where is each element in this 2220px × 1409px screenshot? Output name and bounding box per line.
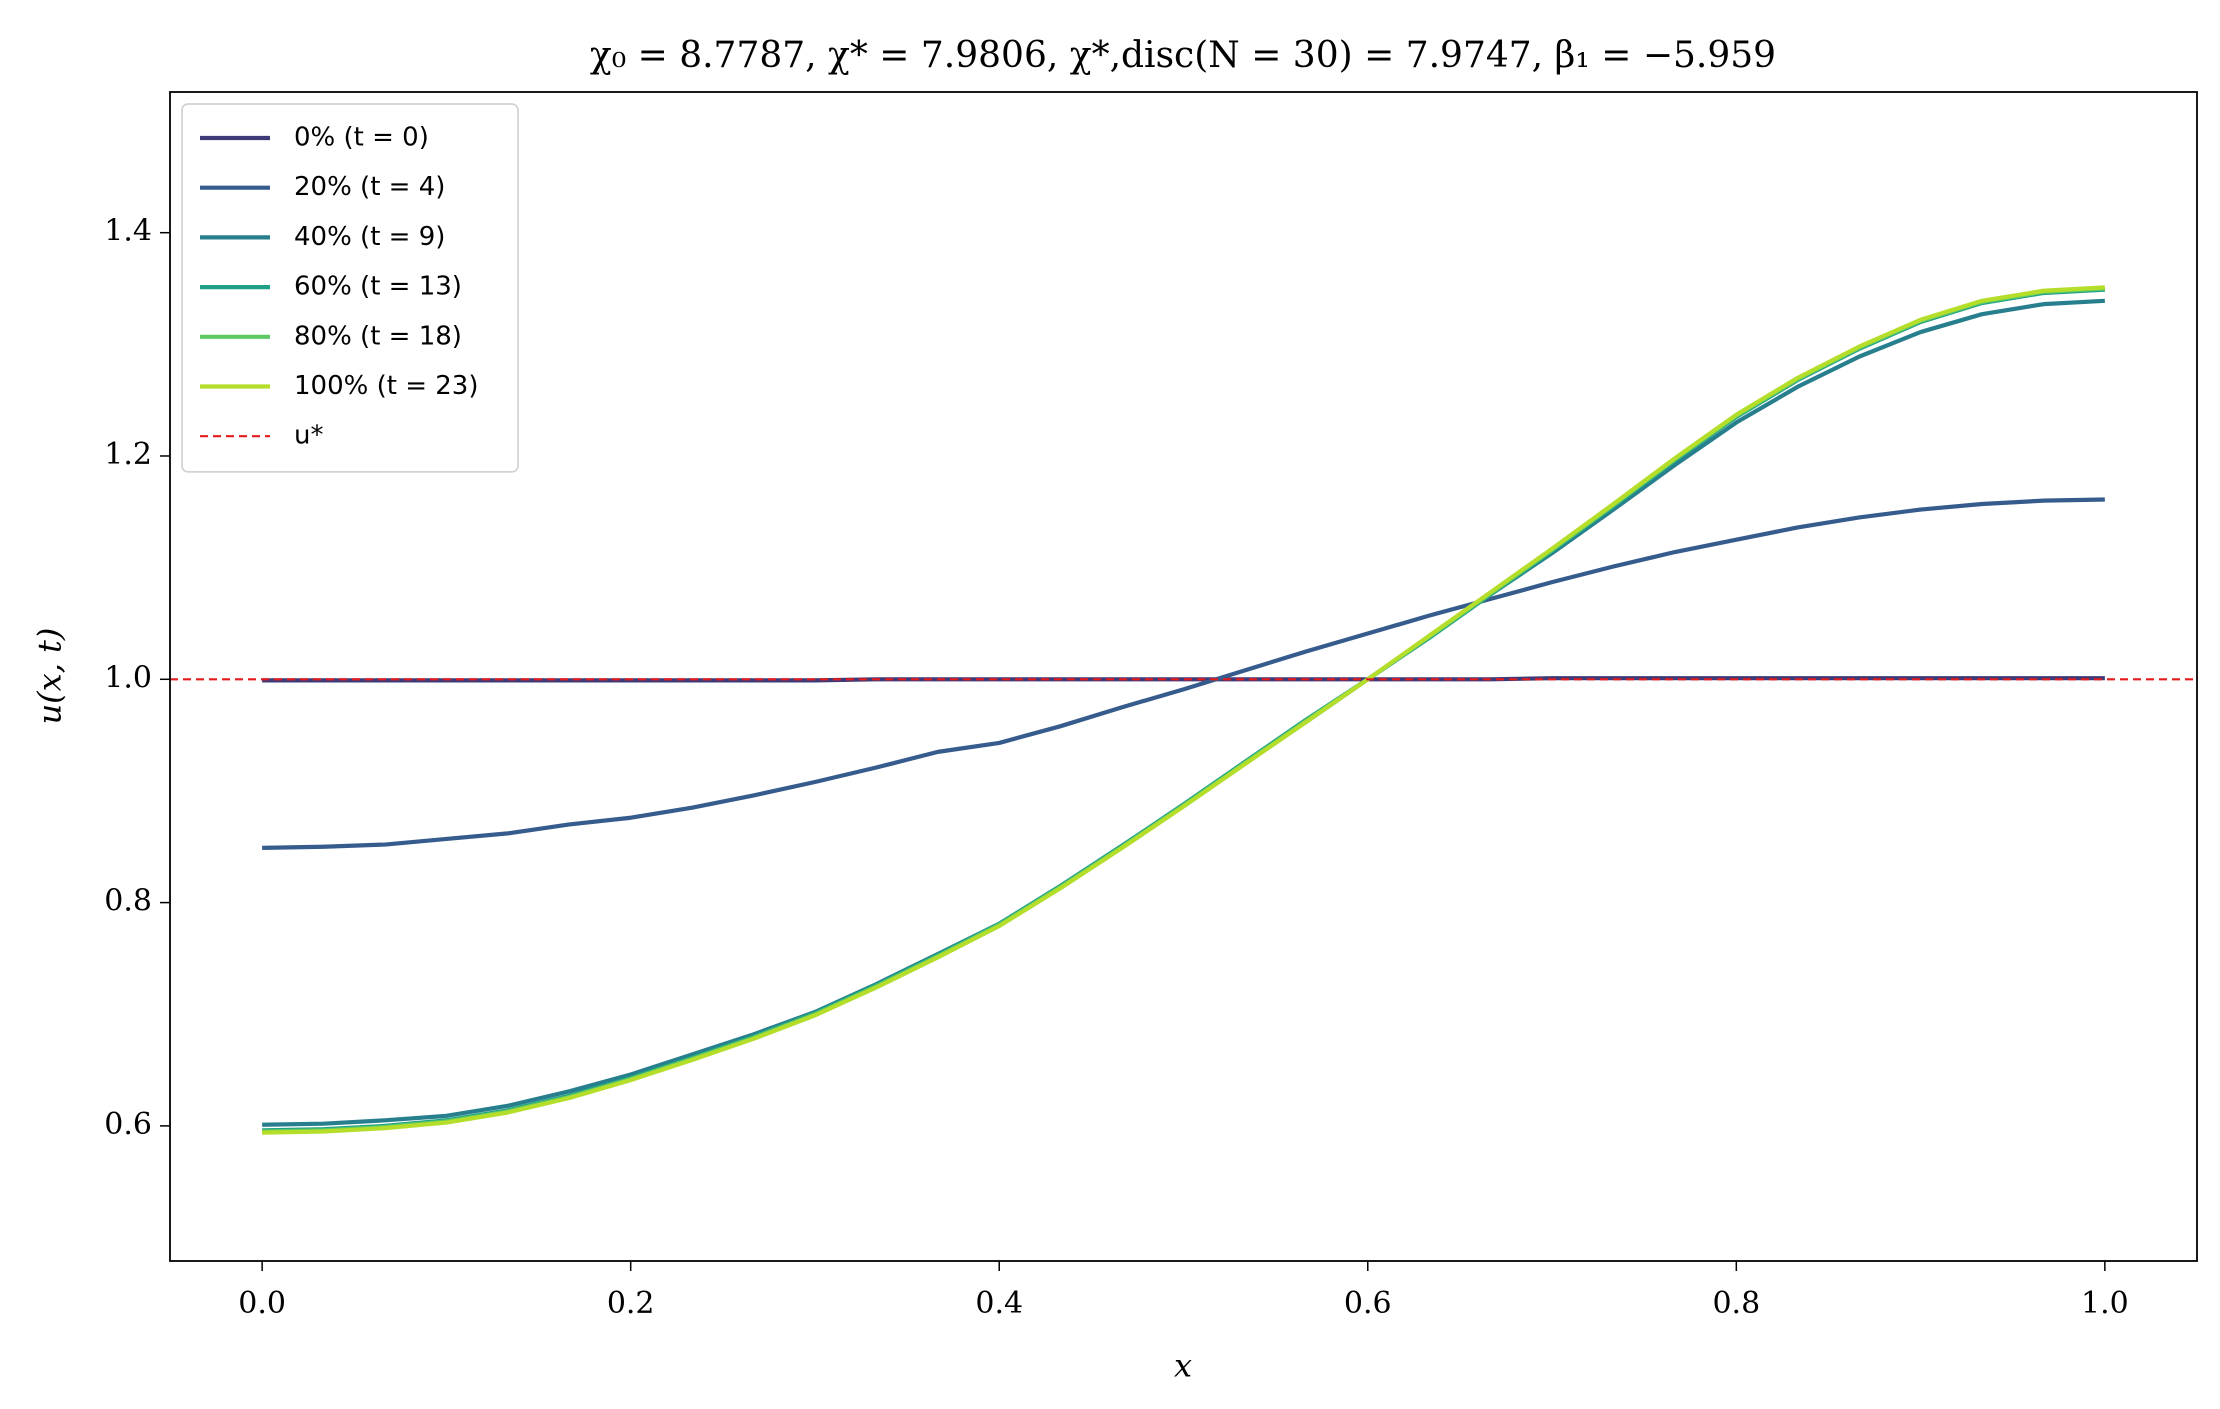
legend-box <box>181 103 519 473</box>
series-line <box>262 497 2105 850</box>
x-axis-label: x <box>1174 1347 1192 1385</box>
legend-label: u* <box>294 421 323 451</box>
x-tick-label: 0.0 <box>238 1286 286 1321</box>
legend-label: 100% (t = 23) <box>294 371 478 401</box>
y-tick-label: 1.2 <box>104 437 152 472</box>
chart-title: χ₀ = 8.7787, χ* = 7.9806, χ*,disc(N = 30… <box>590 35 1776 76</box>
x-tick-label: 0.2 <box>607 1286 655 1321</box>
y-tick-label: 1.0 <box>104 660 152 695</box>
legend-label: 60% (t = 13) <box>294 272 462 302</box>
series-line <box>262 285 2105 1135</box>
legend-label: 0% (t = 0) <box>294 123 429 153</box>
legend-label: 20% (t = 4) <box>294 172 445 202</box>
plot-area <box>170 285 2197 1135</box>
axes-frame <box>169 91 2198 1262</box>
x-tick-label: 0.4 <box>975 1286 1023 1321</box>
legend-label: 80% (t = 18) <box>294 321 462 351</box>
y-tick-label: 1.4 <box>104 214 152 249</box>
x-tick-label: 1.0 <box>2081 1286 2129 1321</box>
y-tick-label: 0.8 <box>104 884 152 919</box>
x-tick-label: 0.6 <box>1344 1286 1392 1321</box>
series-line <box>262 676 2105 683</box>
legend-label: 40% (t = 9) <box>294 222 445 252</box>
x-tick-label: 0.8 <box>1712 1286 1760 1321</box>
y-axis-label: u(x, t) <box>31 628 69 725</box>
y-tick-label: 0.6 <box>104 1107 152 1142</box>
